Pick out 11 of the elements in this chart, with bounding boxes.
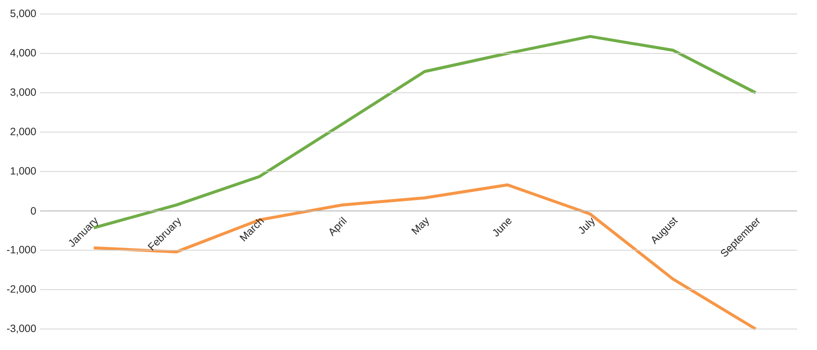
y-tick-label: 3,000 — [10, 88, 36, 98]
y-tick-label: 1,000 — [10, 167, 36, 176]
x-tick-label: July — [578, 218, 595, 234]
y-tick-label: 2,000 — [10, 128, 36, 136]
x-tick-label: May — [411, 217, 429, 235]
y-tick-label: -3,000 — [7, 324, 36, 334]
y-tick-label: 0 — [30, 207, 36, 215]
y-tick-label: 5,000 — [10, 10, 36, 18]
y-tick-label: -2,000 — [7, 285, 36, 294]
y-tick-label: 4,000 — [10, 49, 36, 58]
y-tick-label: -1,000 — [7, 246, 36, 255]
